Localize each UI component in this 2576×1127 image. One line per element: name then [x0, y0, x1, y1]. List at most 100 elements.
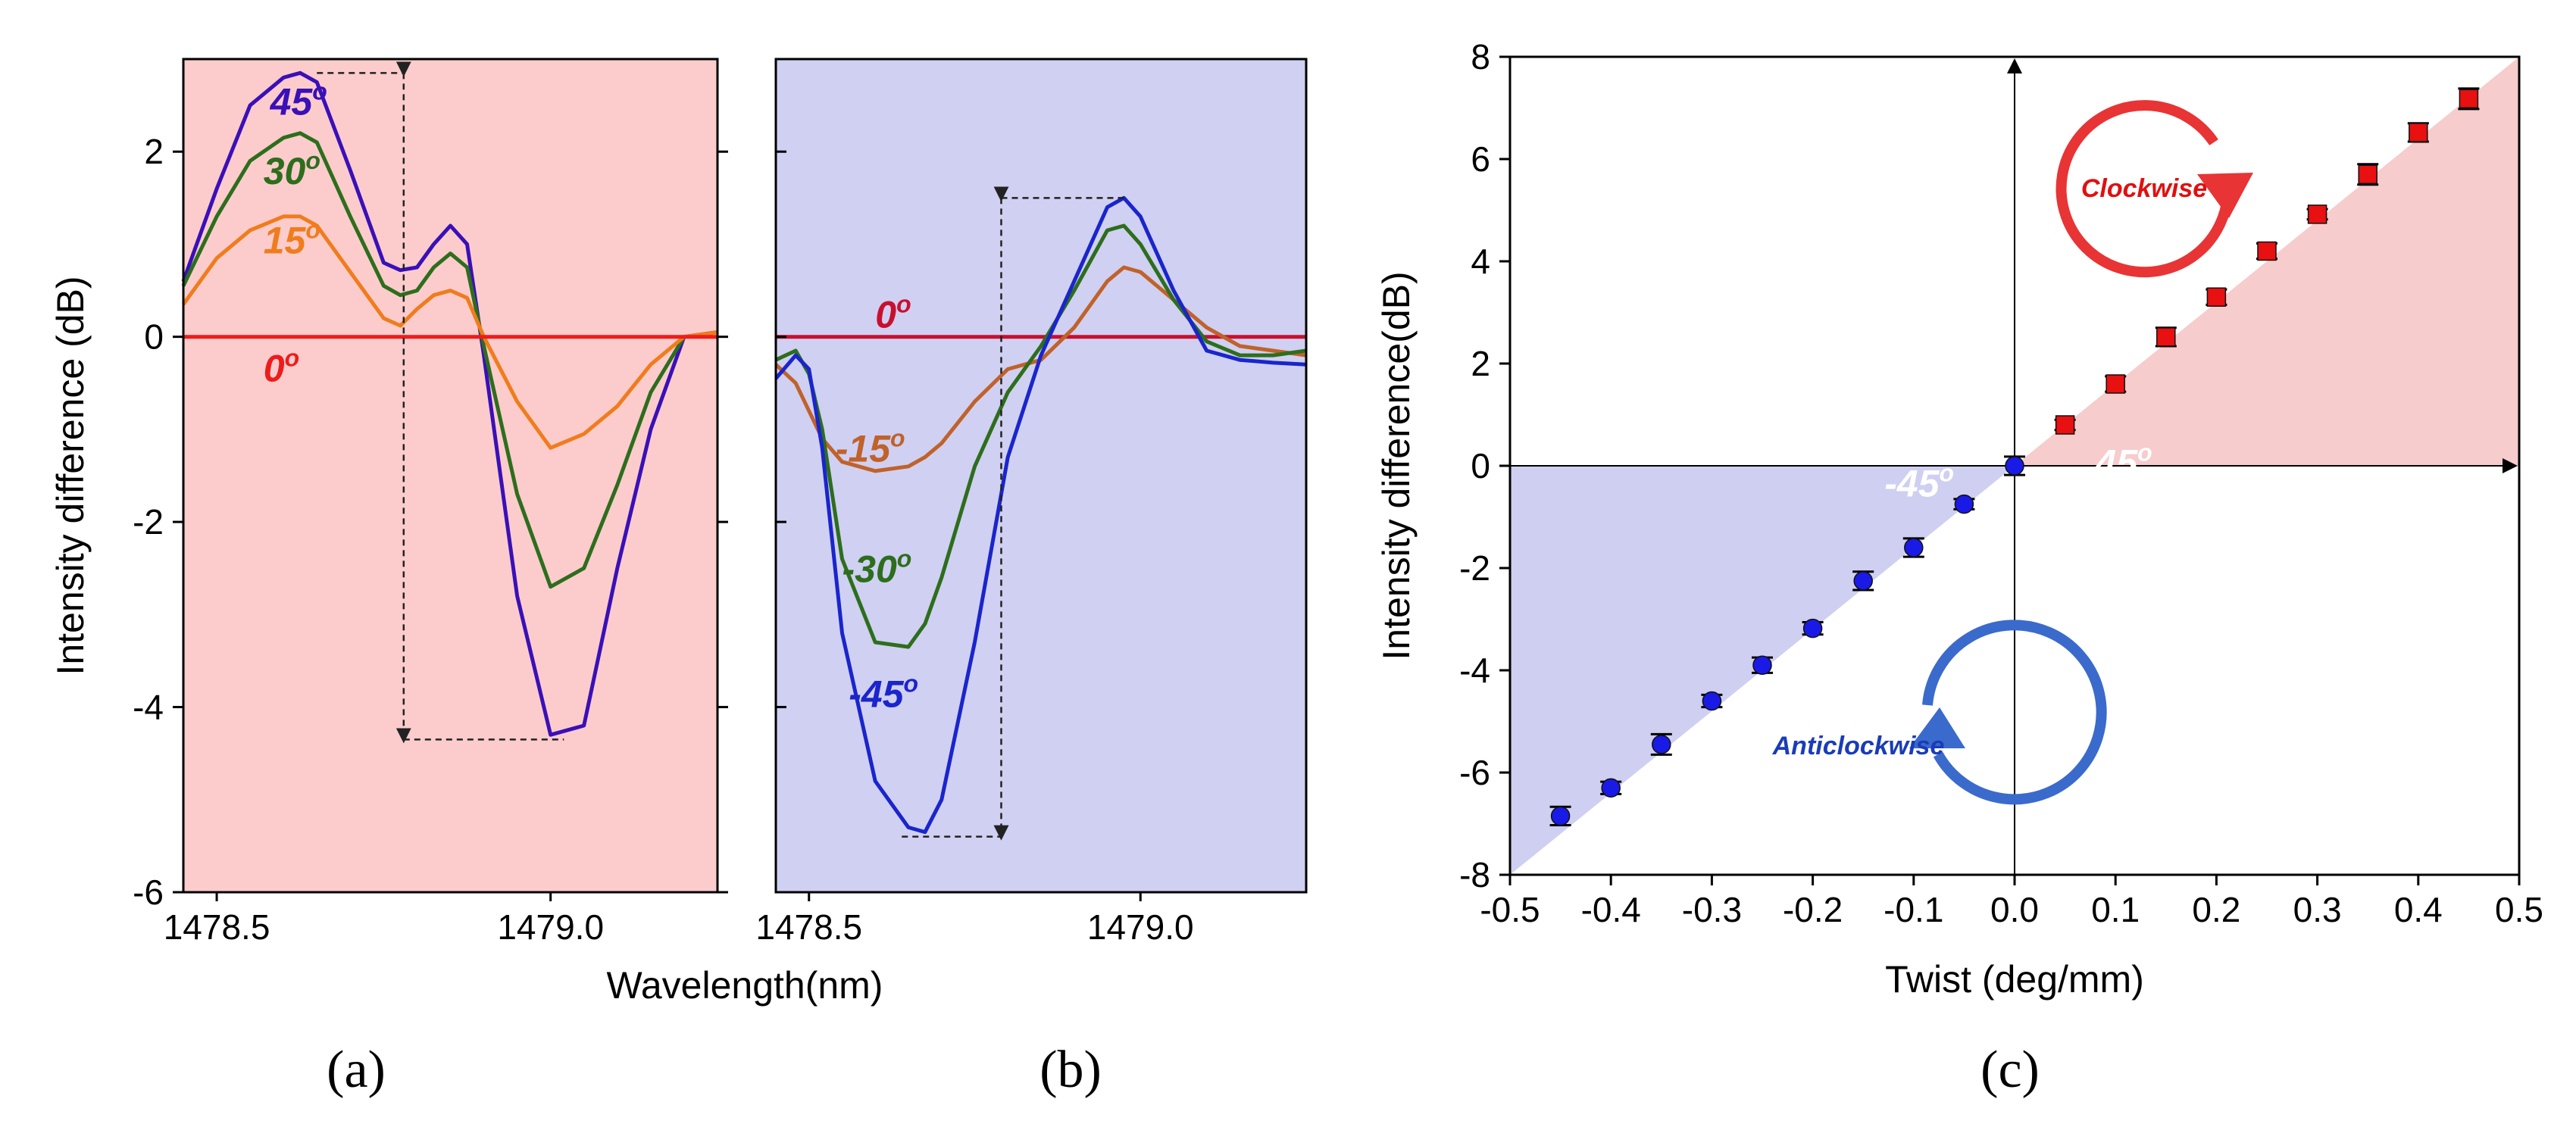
- panel-c-point-anticlockwise: [1752, 655, 1772, 675]
- panel-c-point-clockwise: [2206, 287, 2227, 307]
- panel-label-b: (b): [1039, 1041, 1102, 1099]
- panel-c-point-clockwise: [2307, 204, 2327, 224]
- anticlockwise-label: Anticlockwise: [1772, 732, 1945, 760]
- panel-c-x-tick-label: -0.1: [1884, 890, 1943, 929]
- panel-a-series-line-1: [181, 131, 718, 589]
- panel-a-y-tick-label: 2: [144, 132, 164, 171]
- panel-c-annotation-45-text: 45: [2095, 442, 2139, 485]
- shared-x-axis-title: Wavelength(nm): [607, 964, 883, 1007]
- panel-b-curve-label-0-text: 0: [875, 293, 896, 336]
- panel-c-x-tick-label: 0.4: [2394, 890, 2443, 929]
- panel-a-y-axis-title: Intensity difference (dB): [49, 276, 92, 675]
- panel-a-axis-frame: [182, 58, 719, 894]
- panel-c-x-tick-label: 0.5: [2495, 890, 2543, 929]
- panel-c-x-tick-label: -0.3: [1682, 890, 1742, 929]
- panel-c-y-tick-label: -4: [1459, 651, 1490, 690]
- panel-b-curve-label-3-text: -45: [849, 673, 904, 716]
- panel-a-series-line-0: [181, 70, 718, 737]
- panel-a-curve-label-1: 30o: [264, 147, 320, 192]
- panel-c-y-tick-label: 6: [1471, 139, 1490, 179]
- panel-b-x-tick-label: 1478.5: [755, 907, 862, 947]
- panel-a-y-tick-label: -4: [133, 688, 164, 727]
- panel-c-x-tick-label: -0.2: [1783, 890, 1843, 929]
- panel-c-y-tick-label: 2: [1471, 344, 1490, 383]
- panel-b-curve-label-2-text: -30: [843, 548, 897, 591]
- panel-a-curve-label-2: 15o: [264, 217, 320, 262]
- panel-c-x-tick-label: -0.5: [1480, 890, 1540, 929]
- panel-c-y-tick-label: 4: [1471, 242, 1490, 281]
- panel-label-a: (a): [327, 1041, 386, 1099]
- panel-c-point-anticlockwise: [1954, 494, 1974, 514]
- panel-b-curve-label-3-degree: o: [904, 670, 919, 698]
- panel-b-curve-label-1: -15o: [836, 425, 905, 470]
- panel-a-curve-label-2-degree: o: [305, 217, 320, 244]
- panel-a-curve-label-3: 0o: [264, 344, 299, 389]
- panel-c-y-tick-label: 8: [1471, 37, 1490, 76]
- panel-a-y-tick-label: -2: [133, 502, 164, 542]
- panel-c-y-tick-label: -6: [1459, 753, 1490, 792]
- panel-label-c: (c): [1980, 1041, 2040, 1099]
- panel-a-curve-label-3-text: 0: [264, 347, 285, 389]
- panel-c-point-anticlockwise: [1702, 691, 1722, 711]
- panel-c-chart: -0.5 -0.4 -0.3 -0.2 -0.1 0.0 0.1 0.2 0.3 0.4 0.5 -8…: [1375, 37, 2543, 1001]
- panel-c-point-clockwise: [2257, 241, 2277, 261]
- panel-c-annotation-45-degree: o: [2137, 439, 2152, 467]
- panel-c-point-anticlockwise: [1601, 778, 1621, 798]
- panel-c-point-anticlockwise: [1802, 618, 1823, 638]
- panel-b-plot-background: [776, 59, 1306, 892]
- panel-c-x-tick-label: 0.1: [2091, 890, 2140, 929]
- panel-c-positive-region: [2015, 57, 2519, 466]
- panel-c-y-tick-label: -2: [1459, 548, 1490, 588]
- panel-a-curve-label-0-degree: o: [312, 77, 327, 105]
- panel-c-point-clockwise: [2055, 415, 2075, 435]
- panel-c-point-clockwise: [2459, 89, 2479, 109]
- panel-b-curve-label-2: -30o: [843, 545, 912, 591]
- panel-c-point-anticlockwise: [1652, 735, 1671, 754]
- anticlockwise-arrowhead-icon: [1909, 707, 1965, 748]
- panel-c-annotation-minus-45-degree: o: [1940, 460, 1955, 487]
- panel-a-curve-label-0-text: 45: [270, 80, 314, 123]
- panel-a-curve-label-0: 45o: [270, 77, 327, 123]
- panel-b-curve-label-1-degree: o: [890, 425, 905, 452]
- panel-c-point-clockwise: [2106, 374, 2125, 394]
- anticlockwise-arrow-icon: [1922, 620, 2107, 805]
- panel-a-x-tick-label: 1479.0: [497, 907, 604, 947]
- panel-c-point-anticlockwise: [1904, 538, 1924, 557]
- panel-a-y-tick-label: -6: [133, 873, 164, 912]
- panel-b-curve-label-3: -45o: [849, 670, 918, 716]
- panel-c-x-tick-label: 0.2: [2192, 890, 2240, 929]
- panel-b-axis-frame: [774, 58, 1308, 894]
- panel-b-curve-label-0: 0o: [875, 290, 911, 336]
- panel-a-curve-label-2-text: 15: [264, 220, 307, 262]
- panel-c-x-tick-label: 0.3: [2293, 890, 2342, 929]
- clockwise-arrow-icon: [2055, 100, 2234, 278]
- panel-c-point-clockwise: [2409, 123, 2428, 142]
- panel-b-curve-label-0-degree: o: [896, 290, 911, 317]
- panel-c-point-clockwise: [2156, 327, 2176, 347]
- clockwise-arrowhead-icon: [2197, 173, 2253, 218]
- panel-c-x-axis-title: Twist (deg/mm): [1885, 958, 2144, 1001]
- panel-a-curve-label-1-degree: o: [305, 147, 320, 174]
- panel-a-series-line-2: [181, 214, 718, 450]
- clockwise-label: Clockwise: [2081, 174, 2207, 203]
- panel-a-chart: 1478.5 1479.0 -6 -4 -2 0 2 Intensity difference…: [49, 58, 728, 947]
- panel-b-curve-label-2-degree: o: [897, 545, 912, 573]
- panel-c-point-anticlockwise: [1550, 806, 1571, 826]
- panel-c-x-tick-label: 0.0: [1990, 890, 2039, 929]
- panel-c-x-tick-label: -0.4: [1581, 890, 1641, 929]
- panel-c-y-tick-label: -8: [1459, 855, 1490, 894]
- panel-c-point-anticlockwise: [2005, 456, 2024, 476]
- panel-a-plot-background: [183, 59, 717, 892]
- panel-b-curve-label-1-text: -15: [836, 428, 891, 470]
- panel-b-x-tick-label: 1479.0: [1087, 907, 1194, 947]
- panel-c-y-tick-label: 0: [1471, 446, 1490, 485]
- panel-a-curve-label-3-degree: o: [285, 344, 300, 371]
- panel-c-y-axis-title: Intensity difference(dB): [1375, 271, 1418, 660]
- panel-c-point-clockwise: [2358, 164, 2377, 184]
- panel-a-curve-label-1-text: 30: [264, 150, 306, 192]
- panel-c-annotation-minus-45: -45o: [1884, 460, 1954, 505]
- panel-a-x-tick-label: 1478.5: [164, 907, 270, 947]
- panel-c-annotation-45: 45o: [2095, 439, 2152, 485]
